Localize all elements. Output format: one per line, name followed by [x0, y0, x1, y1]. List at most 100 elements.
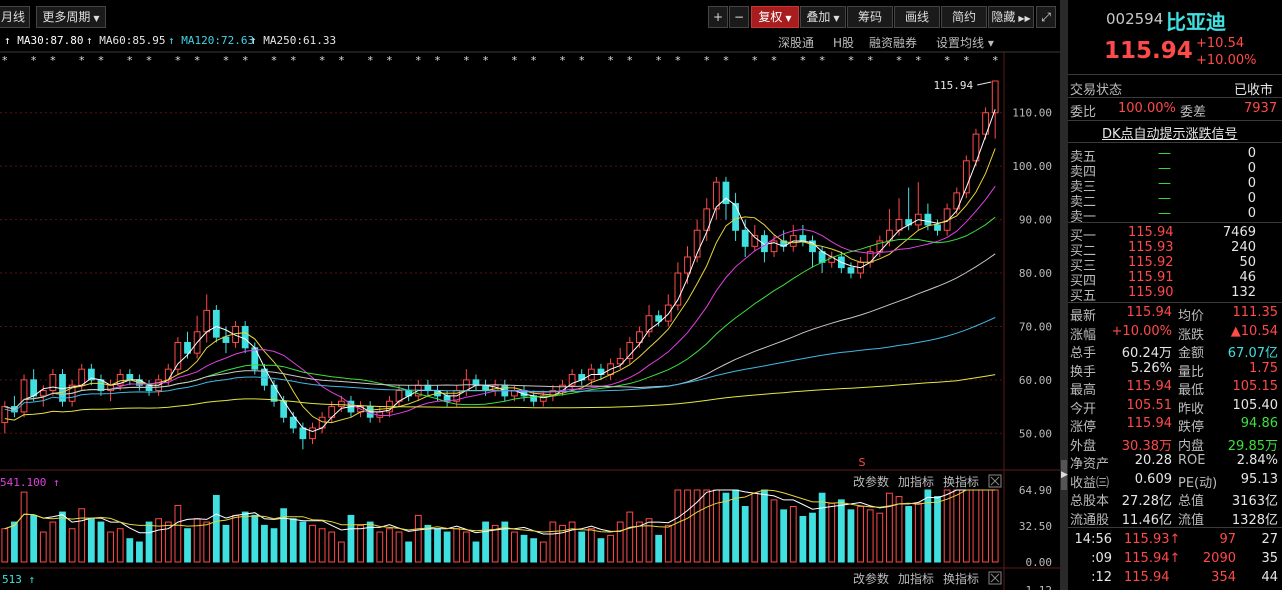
volume-bar: [462, 531, 470, 563]
close-icon[interactable]: [988, 571, 1002, 585]
volume-bar: [780, 509, 788, 563]
ma-indicator-3: ↑ MA250:61.33: [250, 34, 337, 47]
chips-label: 筹码: [857, 10, 882, 24]
buy-order-row[interactable]: 买二 115.93 240: [1068, 240, 1282, 259]
volume-bar: [472, 541, 480, 563]
volume-bar: [136, 541, 143, 563]
buy-order-row[interactable]: 买一 115.94 7469: [1068, 225, 1282, 244]
order-volume: 50: [1239, 255, 1256, 270]
volume-bar: [962, 489, 970, 563]
divider: [1068, 74, 1282, 75]
overlay-dropdown[interactable]: 叠加 ▼: [800, 6, 846, 28]
candle: [280, 395, 288, 423]
volume-bar: [424, 524, 432, 563]
stat-value: 115.94: [1126, 379, 1173, 394]
indicator-action-0[interactable]: 改参数: [853, 474, 889, 489]
stock-name[interactable]: 比亚迪: [1166, 10, 1226, 34]
collapse-arrow-icon[interactable]: ▶: [1061, 460, 1068, 490]
candle: [789, 224, 797, 252]
signal-star-icon: *: [319, 54, 325, 67]
candle: [126, 369, 134, 386]
indicator-action-1[interactable]: 加指标: [898, 571, 934, 586]
tick-count: 44: [1261, 570, 1278, 585]
signal-star-icon: *: [579, 54, 585, 67]
period-month-button[interactable]: 月线: [0, 6, 30, 28]
chart-link-1[interactable]: H股: [833, 36, 855, 50]
chart-link-3[interactable]: 设置均线 ▾: [936, 36, 994, 50]
tick-price: 115.94: [1124, 570, 1170, 585]
sell-order-row[interactable]: 卖一 — 0: [1068, 206, 1282, 225]
draw-line-label: 画线: [904, 10, 929, 24]
candle: [424, 379, 432, 396]
order-level-label: 卖二: [1070, 195, 1097, 210]
candle: [299, 422, 307, 450]
stat-value: 67.07亿: [1227, 346, 1278, 361]
indicator-action-1[interactable]: 加指标: [898, 474, 934, 489]
fuquan-dropdown[interactable]: 复权 ▼: [751, 6, 799, 28]
volume-bar: [347, 514, 355, 563]
volume-bar: [184, 528, 191, 563]
hide-button[interactable]: 隐藏 ▶▶: [988, 6, 1034, 28]
volume-bar: [20, 491, 28, 563]
fullscreen-button[interactable]: ⤢: [1036, 6, 1056, 28]
order-level-label: 买四: [1070, 274, 1097, 289]
signal-star-icon: *: [242, 54, 248, 67]
zoom-in-button[interactable]: +: [708, 6, 728, 28]
stat-label: 跌停: [1178, 420, 1205, 435]
signal-star-icon: *: [675, 54, 681, 67]
chart-link-2[interactable]: 融资融券: [869, 36, 918, 50]
indicator-action-2[interactable]: 换指标: [943, 571, 979, 586]
stat-label: 昨收: [1178, 401, 1205, 417]
candle: [664, 294, 672, 327]
kline-chart-area[interactable]: 月线 更多周期 ▼ + − 复权 ▼ 叠加 ▼ 筹码 画线 简约 隐藏 ▶▶ ⤢ ↑ M…: [0, 0, 1060, 590]
stat-value: 2.84%: [1236, 453, 1278, 468]
kline-svg[interactable]: 110.00 100.00 90.00 80.00 70.00 60.00 50.00 115…: [0, 0, 1060, 590]
order-price: 115.93: [1128, 240, 1174, 255]
order-level-label: 卖一: [1070, 210, 1097, 225]
stat-value: 95.13: [1240, 471, 1278, 487]
stats-row: 收益㈢ 0.609 PE(动) 95.13: [1068, 471, 1282, 491]
chart-link-0[interactable]: 深股通: [778, 36, 815, 50]
candle: [626, 337, 634, 364]
volume-bar: [799, 516, 807, 563]
candle: [20, 374, 28, 418]
signal-star-icon: *: [98, 54, 104, 67]
sell-order-row[interactable]: 卖二 — 0: [1068, 191, 1282, 210]
dk-signal-link[interactable]: DK点自动提示涨跌信号: [1102, 127, 1238, 142]
buy-order-row[interactable]: 买四 115.91 46: [1068, 270, 1282, 289]
buy-order-row[interactable]: 买三 115.92 50: [1068, 255, 1282, 274]
stats-row: 换手 5.26% 量比 1.75: [1068, 361, 1282, 380]
indicator-action-0[interactable]: 改参数: [853, 571, 889, 586]
volume-bar: [539, 541, 547, 563]
close-icon[interactable]: [988, 474, 1002, 488]
stock-change: +10.54: [1196, 36, 1245, 51]
sell-order-row[interactable]: 卖三 — 0: [1068, 176, 1282, 195]
volume-ma-line: [4, 489, 996, 533]
order-volume: 0: [1247, 191, 1256, 206]
simple-button[interactable]: 简约: [941, 6, 987, 28]
more-period-dropdown[interactable]: 更多周期 ▼: [36, 6, 106, 28]
buy-order-row[interactable]: 买五 115.90 132: [1068, 285, 1282, 304]
zoom-out-label: −: [733, 10, 745, 24]
volume-bar: [837, 499, 845, 563]
stat-label: 均价: [1178, 309, 1205, 324]
volume-bar: [97, 521, 105, 563]
sell-order-row[interactable]: 卖五 — 0: [1068, 146, 1282, 165]
volume-bar: [645, 518, 653, 563]
divider: [1068, 222, 1282, 223]
chips-button[interactable]: 筹码: [847, 6, 893, 28]
volume-bar: [664, 524, 672, 563]
volume-bar: [30, 514, 38, 563]
zoom-out-button[interactable]: −: [729, 6, 749, 28]
volume-value-label: 541.100 ↑: [0, 476, 60, 489]
sell-order-row[interactable]: 卖四 — 0: [1068, 161, 1282, 180]
volume-bar: [857, 506, 864, 563]
signal-star-icon: *: [387, 54, 393, 67]
ma-indicator-1: ↑ MA60:85.95: [86, 34, 166, 47]
panel-splitter[interactable]: ▶: [1060, 0, 1068, 590]
signal-star-icon: *: [704, 54, 710, 67]
volume-bar: [434, 528, 441, 563]
indicator-action-2[interactable]: 换指标: [943, 474, 979, 489]
candle: [318, 411, 326, 434]
draw-line-button[interactable]: 画线: [894, 6, 940, 28]
